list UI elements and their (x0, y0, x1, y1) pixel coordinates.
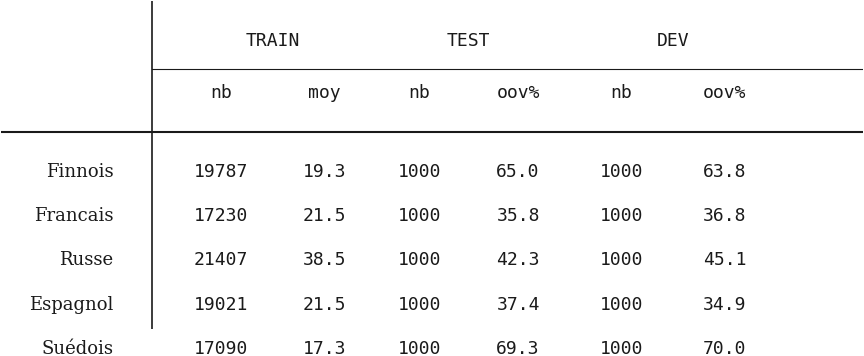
Text: nb: nb (210, 84, 232, 102)
Text: 1000: 1000 (600, 340, 643, 356)
Text: 1000: 1000 (600, 163, 643, 181)
Text: 70.0: 70.0 (703, 340, 746, 356)
Text: 17230: 17230 (194, 207, 248, 225)
Text: oov%: oov% (497, 84, 540, 102)
Text: moy: moy (308, 84, 340, 102)
Text: 21.5: 21.5 (302, 207, 346, 225)
Text: 1000: 1000 (397, 295, 441, 314)
Text: 1000: 1000 (600, 295, 643, 314)
Text: 17.3: 17.3 (302, 340, 346, 356)
Text: 1000: 1000 (397, 207, 441, 225)
Text: 19787: 19787 (194, 163, 248, 181)
Text: TEST: TEST (447, 32, 491, 50)
Text: 36.8: 36.8 (703, 207, 746, 225)
Text: 34.9: 34.9 (703, 295, 746, 314)
Text: 19.3: 19.3 (302, 163, 346, 181)
Text: 21407: 21407 (194, 251, 248, 269)
Text: 19021: 19021 (194, 295, 248, 314)
Text: 63.8: 63.8 (703, 163, 746, 181)
Text: 37.4: 37.4 (497, 295, 540, 314)
Text: nb: nb (611, 84, 632, 102)
Text: 17090: 17090 (194, 340, 248, 356)
Text: Finnois: Finnois (46, 163, 113, 181)
Text: nb: nb (408, 84, 430, 102)
Text: 1000: 1000 (397, 340, 441, 356)
Text: 21.5: 21.5 (302, 295, 346, 314)
Text: 1000: 1000 (397, 251, 441, 269)
Text: 1000: 1000 (600, 207, 643, 225)
Text: Espagnol: Espagnol (29, 295, 113, 314)
Text: 69.3: 69.3 (497, 340, 540, 356)
Text: 1000: 1000 (397, 163, 441, 181)
Text: oov%: oov% (703, 84, 746, 102)
Text: Russe: Russe (60, 251, 113, 269)
Text: Suédois: Suédois (41, 340, 113, 356)
Text: TRAIN: TRAIN (245, 32, 300, 50)
Text: 35.8: 35.8 (497, 207, 540, 225)
Text: DEV: DEV (657, 32, 689, 50)
Text: 38.5: 38.5 (302, 251, 346, 269)
Text: Francais: Francais (34, 207, 113, 225)
Text: 45.1: 45.1 (703, 251, 746, 269)
Text: 42.3: 42.3 (497, 251, 540, 269)
Text: 65.0: 65.0 (497, 163, 540, 181)
Text: 1000: 1000 (600, 251, 643, 269)
